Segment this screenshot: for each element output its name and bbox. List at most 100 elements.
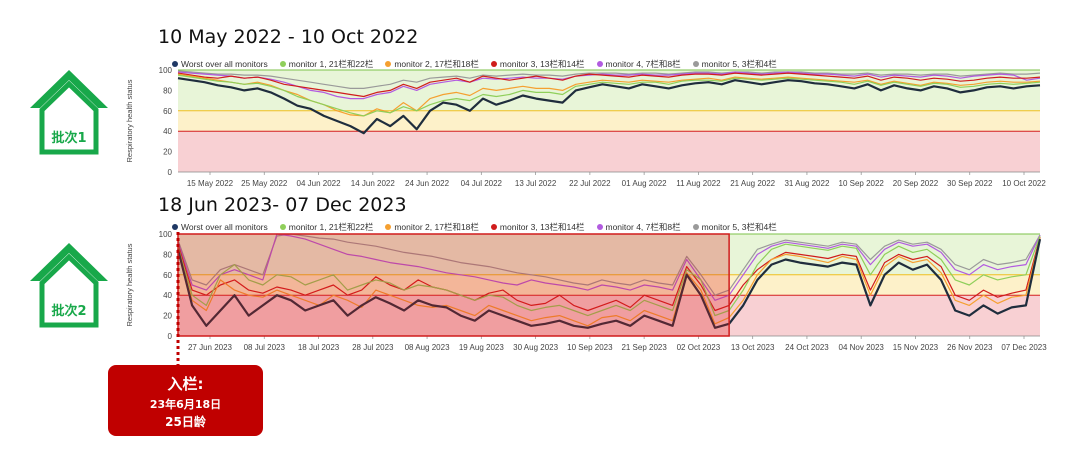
- legend-dot-icon: [279, 61, 286, 67]
- x-tick-label: 22 Jul 2022: [569, 179, 611, 188]
- chart1-plot: 0 20 40 60 80 100 Respiratory health status 15 …: [125, 66, 1046, 188]
- x-tick-label: 15 Nov 2023: [893, 343, 939, 352]
- x-tick-label: 11 Aug 2022: [676, 179, 721, 188]
- legend-label: Worst over all monitors: [181, 59, 268, 69]
- x-tick-label: 04 Jun 2022: [297, 179, 342, 188]
- x-tick-label: 18 Jul 2023: [298, 343, 340, 352]
- series-line-m4: [177, 233, 1041, 301]
- x-tick-label: 15 May 2022: [187, 179, 234, 188]
- legend-item-m3[interactable]: monitor 3, 13栏和14栏: [490, 58, 585, 70]
- legend-item-m4[interactable]: monitor 4, 7栏和8栏: [596, 221, 681, 233]
- legend-dot-icon: [279, 224, 286, 230]
- legend-label: monitor 2, 17栏和18栏: [394, 222, 479, 232]
- legend-label: monitor 2, 17栏和18栏: [394, 59, 479, 69]
- x-tick-label: 04 Jul 2022: [461, 179, 503, 188]
- batch1-house-icon: [30, 70, 108, 155]
- batch2-label: 批次2: [51, 304, 87, 319]
- legend-item-m1[interactable]: monitor 1, 21栏和22栏: [279, 221, 374, 233]
- entry-badge-date: 23年6月18日: [149, 398, 222, 411]
- entry-badge: 入栏: 23年6月18日 25日龄: [108, 365, 263, 436]
- x-tick-label: 10 Sep 2022: [839, 179, 885, 188]
- x-tick-label: 02 Oct 2023: [677, 343, 721, 352]
- series-line-worst: [177, 77, 1041, 135]
- legend-dot-icon: [490, 61, 497, 67]
- x-tick-label: 13 Jul 2022: [515, 179, 557, 188]
- x-tick-label: 25 May 2022: [241, 179, 288, 188]
- x-tick-label: 31 Aug 2022: [784, 179, 829, 188]
- x-tick-label: 28 Jul 2023: [352, 343, 394, 352]
- y-axis-label: Respiratory health status: [125, 243, 134, 326]
- x-tick-label: 08 Jul 2023: [244, 343, 286, 352]
- legend-label: monitor 3, 13栏和14栏: [499, 59, 585, 69]
- x-tick-label: 14 Jun 2022: [351, 179, 396, 188]
- legend-item-m4[interactable]: monitor 4, 7栏和8栏: [596, 58, 681, 70]
- legend-dot-icon: [490, 224, 497, 230]
- legend-dot-icon: [385, 61, 392, 67]
- legend-label: monitor 1, 21栏和22栏: [288, 59, 374, 69]
- highlight-region: [177, 233, 730, 337]
- x-tick-label: 10 Oct 2022: [1002, 179, 1046, 188]
- chart2-legend: Worst over all monitors monitor 1, 21栏和22…: [172, 221, 789, 233]
- y-tick-label: 100: [159, 66, 173, 75]
- legend-label: monitor 5, 3栏和4栏: [701, 59, 777, 69]
- x-tick-label: 08 Aug 2023: [405, 343, 450, 352]
- y-tick-label: 60: [163, 107, 172, 116]
- legend-item-worst[interactable]: Worst over all monitors: [172, 222, 268, 232]
- series-line-worst: [176, 238, 1042, 329]
- x-tick-label: 26 Nov 2023: [947, 343, 993, 352]
- x-tick-label: 19 Aug 2023: [459, 343, 504, 352]
- x-tick-label: 04 Nov 2023: [839, 343, 885, 352]
- legend-item-m2[interactable]: monitor 2, 17栏和18栏: [385, 221, 479, 233]
- entry-badge-title: 入栏:: [167, 375, 204, 393]
- chart1-legend: Worst over all monitors monitor 1, 21栏和22…: [172, 58, 789, 70]
- entry-marker-line: [176, 232, 180, 367]
- x-tick-label: 21 Sep 2023: [621, 343, 667, 352]
- band-red: [178, 131, 1040, 172]
- x-tick-label: 24 Jun 2022: [405, 179, 450, 188]
- legend-label: monitor 1, 21栏和22栏: [288, 222, 374, 232]
- legend-dot-icon: [385, 224, 392, 230]
- legend-label: monitor 4, 7栏和8栏: [605, 59, 681, 69]
- batch1-label: 批次1: [51, 131, 87, 146]
- band-red: [178, 295, 1040, 336]
- legend-dot-icon: [172, 61, 178, 67]
- chart2-title: 18 Jun 2023- 07 Dec 2023: [158, 194, 407, 216]
- y-tick-label: 80: [163, 86, 172, 95]
- y-tick-label: 80: [163, 250, 172, 259]
- legend-label: Worst over all monitors: [181, 222, 268, 232]
- x-tick-label: 20 Sep 2022: [893, 179, 939, 188]
- chart2-plot: 0 20 40 60 80 100 Respiratory health status 27 …: [125, 230, 1047, 352]
- batch2-house-icon: [30, 243, 108, 328]
- series-line-m3: [177, 236, 1041, 312]
- legend-item-worst[interactable]: Worst over all monitors: [172, 59, 268, 69]
- series-line-m5: [177, 70, 1041, 89]
- entry-badge-age: 25日龄: [165, 415, 206, 429]
- x-tick-label: 07 Dec 2023: [1001, 343, 1047, 352]
- x-tick-label: 21 Aug 2022: [730, 179, 775, 188]
- legend-dot-icon: [172, 224, 178, 230]
- legend-dot-icon: [692, 224, 699, 230]
- series-line-m1: [177, 74, 1041, 117]
- x-tick-label: 27 Jun 2023: [188, 343, 233, 352]
- legend-item-m5[interactable]: monitor 5, 3栏和4栏: [692, 58, 777, 70]
- y-tick-label: 100: [159, 230, 173, 239]
- chart1-title: 10 May 2022 - 10 Oct 2022: [158, 26, 419, 48]
- legend-item-m2[interactable]: monitor 2, 17栏和18栏: [385, 58, 479, 70]
- legend-item-m1[interactable]: monitor 1, 21栏和22栏: [279, 58, 374, 70]
- y-tick-label: 40: [163, 127, 172, 136]
- band-yellow: [178, 274, 1040, 296]
- y-tick-label: 20: [163, 312, 172, 321]
- x-tick-label: 24 Oct 2023: [785, 343, 829, 352]
- series-line-m1: [177, 235, 1041, 317]
- x-tick-label: 10 Sep 2023: [567, 343, 613, 352]
- y-tick-label: 0: [168, 332, 173, 341]
- legend-dot-icon: [596, 224, 603, 230]
- y-tick-label: 40: [163, 291, 172, 300]
- legend-dot-icon: [692, 61, 699, 67]
- y-axis-label: Respiratory health status: [125, 79, 134, 162]
- legend-item-m5[interactable]: monitor 5, 3栏和4栏: [692, 221, 777, 233]
- legend-item-m3[interactable]: monitor 3, 13栏和14栏: [490, 221, 585, 233]
- series-line-m5: [177, 233, 1041, 296]
- y-tick-label: 20: [163, 148, 172, 157]
- legend-label: monitor 4, 7栏和8栏: [605, 222, 681, 232]
